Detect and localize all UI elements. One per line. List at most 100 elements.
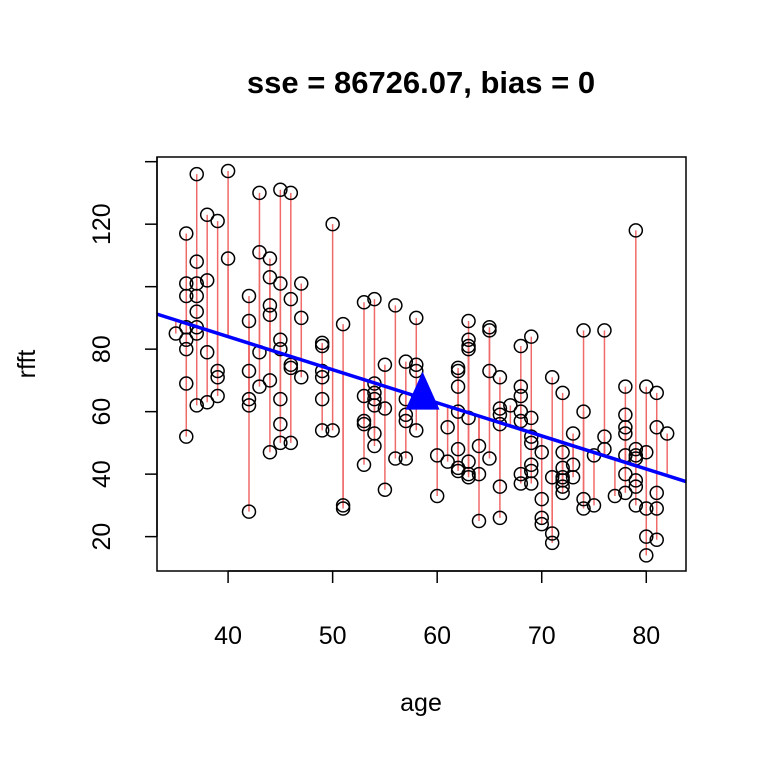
data-point — [179, 226, 194, 241]
y-tick-label: 20 — [88, 523, 116, 551]
plot-frame — [156, 156, 687, 572]
data-point — [440, 454, 455, 469]
x-axis: 40 50 60 70 80 — [214, 570, 660, 650]
data-point — [179, 288, 194, 304]
data-point — [273, 276, 288, 291]
data-point — [471, 438, 487, 454]
data-point — [241, 391, 257, 407]
data-point — [555, 479, 570, 494]
data-point — [649, 420, 664, 435]
data-point — [524, 329, 539, 344]
data-point — [356, 295, 372, 310]
data-point — [325, 216, 340, 232]
data-point — [513, 379, 529, 394]
data-point — [356, 416, 372, 432]
data-point — [649, 485, 664, 501]
data-point — [492, 370, 508, 385]
data-point — [628, 441, 644, 457]
data-point — [513, 404, 529, 419]
data-point — [628, 223, 644, 238]
data-point — [482, 363, 497, 379]
x-tick-label: 50 — [319, 622, 347, 650]
data-point — [220, 163, 236, 179]
data-point — [503, 398, 518, 413]
data-point — [429, 448, 445, 463]
data-point — [524, 476, 539, 491]
data-point — [544, 535, 560, 551]
data-point — [398, 413, 414, 429]
y-axis: 20 40 60 80 120 — [88, 157, 158, 551]
data-point — [241, 398, 257, 413]
data-point — [461, 341, 476, 357]
data-point — [273, 182, 288, 198]
data-point — [429, 488, 445, 504]
data-point — [377, 357, 393, 373]
data-point — [314, 338, 330, 354]
data-point — [659, 426, 675, 441]
data-point — [524, 410, 539, 426]
data-point — [649, 385, 664, 401]
data-point — [262, 251, 278, 266]
data-point — [513, 466, 529, 482]
data-point — [534, 516, 549, 532]
data-point — [199, 345, 215, 360]
data-point — [409, 357, 424, 373]
data-point — [189, 304, 204, 319]
data-point — [356, 457, 372, 473]
data-point — [618, 379, 633, 394]
data-point — [513, 476, 529, 491]
data-point — [179, 376, 194, 391]
data-point — [482, 451, 497, 466]
y-tick-label: 60 — [88, 398, 116, 426]
data-points — [168, 163, 675, 563]
data-point — [199, 207, 215, 223]
data-point — [450, 363, 466, 379]
data-point — [377, 401, 393, 416]
data-point — [262, 298, 278, 313]
data-point — [639, 548, 654, 563]
data-point — [639, 379, 654, 394]
data-point — [241, 363, 257, 379]
data-point — [534, 491, 549, 507]
data-point — [398, 407, 414, 423]
data-point — [294, 276, 309, 291]
data-point — [367, 438, 382, 454]
y-axis-label: rfft — [13, 350, 41, 379]
data-point — [576, 404, 591, 419]
data-point — [398, 354, 414, 369]
data-point — [513, 338, 529, 354]
data-point — [199, 395, 215, 410]
x-axis-label: age — [400, 689, 442, 717]
data-point — [210, 388, 225, 404]
chart-title: sse = 86726.07, bias = 0 — [247, 65, 595, 100]
data-point — [168, 326, 184, 341]
data-point — [262, 445, 278, 460]
data-point — [639, 445, 654, 460]
data-point — [544, 370, 560, 385]
data-point — [210, 370, 225, 385]
data-point — [262, 270, 278, 285]
data-point — [576, 323, 591, 338]
data-point — [534, 510, 549, 526]
data-point — [388, 298, 403, 313]
data-point — [524, 457, 539, 473]
data-point — [618, 420, 633, 435]
data-point — [618, 466, 633, 482]
data-point — [440, 420, 455, 435]
x-tick-label: 70 — [528, 622, 556, 650]
data-point — [252, 245, 267, 260]
data-point — [325, 423, 340, 438]
data-point — [199, 273, 215, 288]
data-point — [597, 323, 612, 338]
data-point — [461, 332, 476, 348]
data-point — [544, 470, 560, 485]
data-point — [565, 426, 581, 441]
data-point — [210, 213, 225, 229]
data-point — [628, 473, 644, 488]
data-point — [639, 529, 654, 544]
data-point — [524, 435, 539, 451]
data-point — [294, 310, 309, 326]
data-point — [252, 379, 267, 394]
data-point — [377, 482, 393, 498]
data-point — [524, 429, 539, 444]
